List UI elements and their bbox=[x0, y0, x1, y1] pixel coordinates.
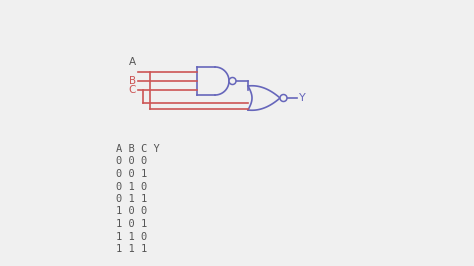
Text: 1 0 1: 1 0 1 bbox=[116, 219, 147, 229]
Text: A B C Y: A B C Y bbox=[116, 144, 160, 154]
Text: 0 1 1: 0 1 1 bbox=[116, 194, 147, 204]
Text: 1 1 0: 1 1 0 bbox=[116, 231, 147, 242]
Text: A: A bbox=[129, 57, 136, 67]
Circle shape bbox=[229, 77, 236, 85]
Text: 0 0 0: 0 0 0 bbox=[116, 156, 147, 167]
Text: C: C bbox=[128, 85, 136, 95]
Text: 0 0 1: 0 0 1 bbox=[116, 169, 147, 179]
Text: Y: Y bbox=[299, 93, 306, 103]
Text: 1 0 0: 1 0 0 bbox=[116, 206, 147, 217]
Text: B: B bbox=[129, 76, 136, 86]
Text: 1 1 1: 1 1 1 bbox=[116, 244, 147, 254]
Text: 0 1 0: 0 1 0 bbox=[116, 181, 147, 192]
Circle shape bbox=[280, 94, 287, 102]
